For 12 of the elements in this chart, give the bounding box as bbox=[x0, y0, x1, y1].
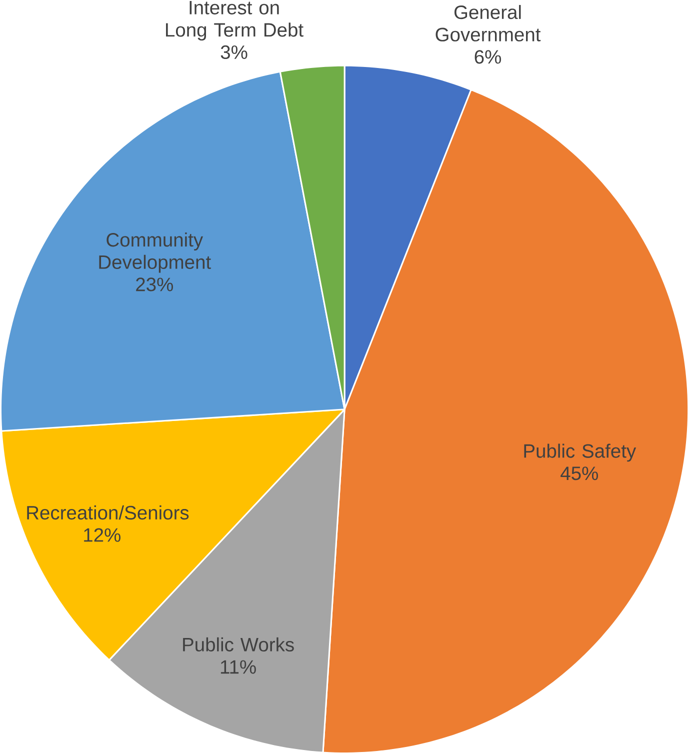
data-label: 3% bbox=[220, 45, 248, 60]
data-label: 6% bbox=[474, 50, 501, 64]
slice-label: Public Works bbox=[183, 637, 294, 652]
slice-label: Recreation/Seniors bbox=[27, 505, 189, 520]
slice-label: Community Development bbox=[99, 232, 211, 273]
data-label: 45% bbox=[560, 466, 598, 480]
data-label: 11% bbox=[220, 660, 256, 674]
slice-label: General Government bbox=[436, 4, 541, 42]
slice-label: Interest on Long Term Debt bbox=[166, 1, 304, 41]
data-label: 12% bbox=[84, 528, 120, 542]
slice-label: Public Safety bbox=[524, 444, 636, 462]
data-label: 23% bbox=[136, 278, 173, 292]
